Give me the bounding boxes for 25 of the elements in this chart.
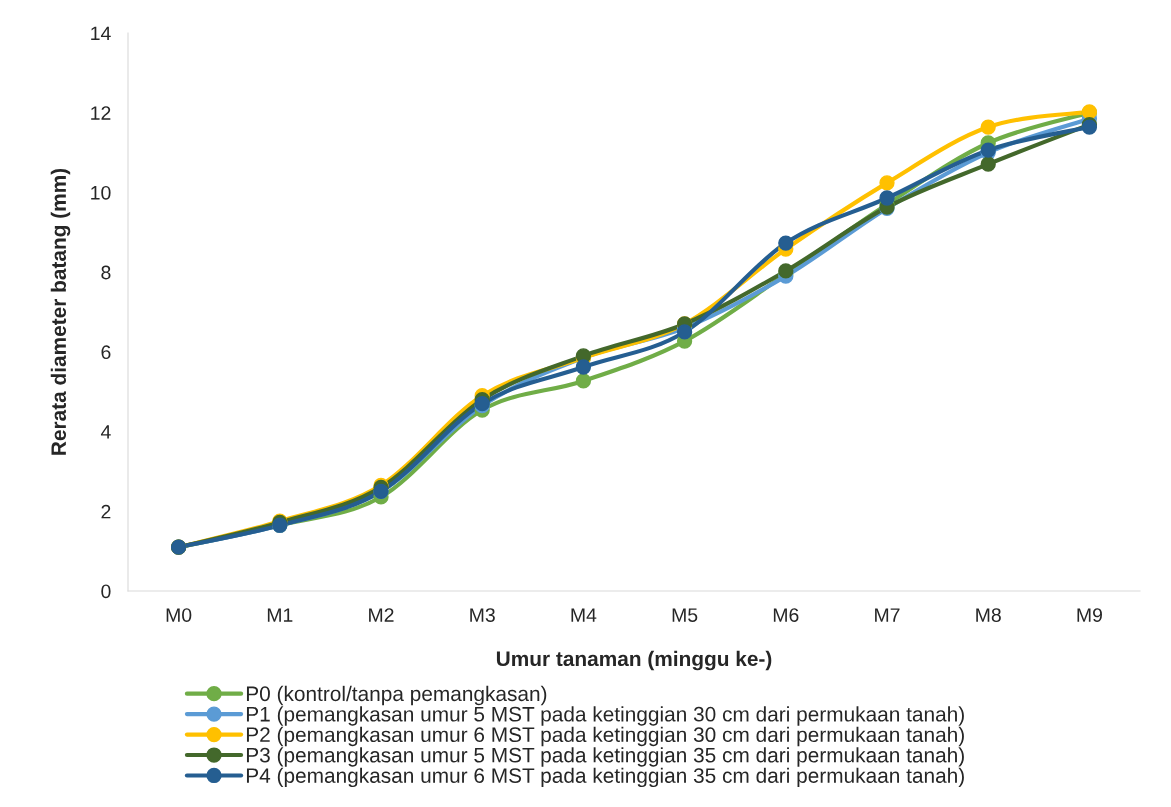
y-tick-label: 0	[101, 584, 111, 599]
x-tick-label: M9	[1077, 608, 1102, 622]
x-tick-label: M4	[571, 608, 597, 622]
y-tick-label: 14	[91, 26, 111, 41]
x-tick-label: M5	[672, 608, 698, 622]
legend-label: P3 (pemangkasan umur 5 MST pada ketinggian 35 cm dari permukaan tanah)	[246, 747, 964, 767]
legend-label: P2 (pemangkasan umur 6 MST pada ketinggian 30 cm dari permukaan tanah)	[246, 726, 964, 747]
y-tick-label: 4	[100, 425, 111, 439]
legend-label: P4 (pemangkasan umur 6 MST pada ketinggian 35 cm dari permukaan tanah)	[246, 767, 964, 788]
x-tick-label: M3	[470, 608, 495, 622]
y-tick-label: 8	[101, 265, 111, 280]
x-tick-label: M6	[773, 608, 799, 622]
legend-label: P1 (pemangkasan umur 5 MST pada ketinggian 30 cm dari permukaan tanah)	[246, 706, 964, 726]
y-axis-title: Rerata diameter batang (mm)	[50, 168, 71, 455]
x-tick-label: M8	[976, 608, 1001, 622]
x-tick-label: M1	[267, 608, 293, 622]
x-tick-label: M2	[369, 608, 394, 622]
y-tick-label: 10	[91, 185, 111, 200]
y-tick-label: 2	[101, 504, 111, 519]
x-tick-label: M0	[166, 608, 192, 622]
legend-label: P0 (kontrol/tanpa pemangkasan)	[246, 685, 547, 706]
y-tick-label: 6	[101, 345, 111, 360]
y-tick-label: 12	[91, 106, 111, 120]
x-axis-title: Umur tanaman (minggu ke-)	[496, 650, 772, 671]
x-tick-label: M7	[875, 608, 900, 622]
